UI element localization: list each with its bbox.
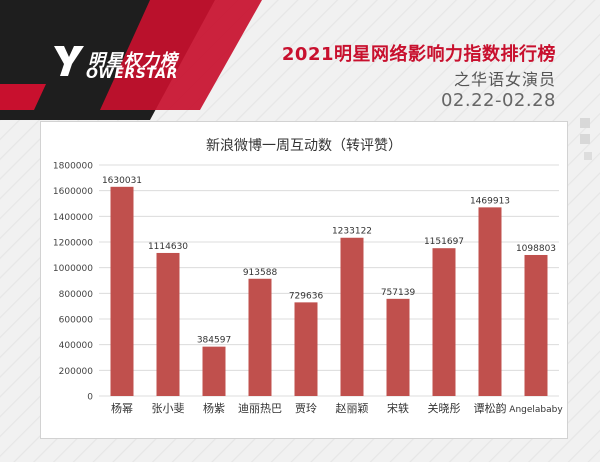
- data-label: 1469913: [470, 196, 510, 206]
- ranking-subtitle: 之华语女演员: [453, 70, 556, 89]
- chart-panel: 新浪微博一周互动数（转评赞） 0 200000 400000 600000 800000 1…: [40, 121, 568, 439]
- bar: [524, 254, 548, 396]
- x-tick-label: 张小斐: [152, 402, 185, 415]
- x-tick-label: 关晓彤: [428, 401, 461, 415]
- y-tick-label: 1000000: [53, 264, 93, 274]
- bar: [202, 346, 226, 396]
- ranking-title: 2021明星网络影响力指数排行榜: [281, 44, 556, 65]
- y-tick-label: 1200000: [53, 239, 93, 249]
- y-tick-label: 600000: [59, 316, 94, 326]
- x-tick-label: Angelababy: [509, 405, 563, 415]
- bar: [386, 298, 410, 396]
- logo-en-text: OWERSTAR: [86, 66, 178, 82]
- data-label: 729636: [289, 291, 324, 301]
- y-tick-label: 1800000: [53, 162, 93, 172]
- data-label: 1098803: [516, 244, 556, 254]
- bar: [248, 278, 272, 396]
- bar: [340, 237, 364, 396]
- bar: [156, 252, 180, 396]
- x-tick-label: 迪丽热巴: [238, 402, 282, 415]
- y-tick-label: 0: [87, 393, 93, 403]
- data-label: 1114630: [148, 242, 188, 252]
- bar: [432, 248, 456, 396]
- bar: [294, 302, 318, 396]
- deco-dots: [580, 118, 592, 160]
- x-tick-label: 赵丽颖: [336, 401, 369, 415]
- data-label: 384597: [197, 336, 231, 346]
- data-label: 757139: [381, 288, 416, 298]
- x-tick-label: 杨幂: [111, 401, 133, 415]
- data-label: 1233122: [332, 227, 372, 237]
- y-tick-label: 1600000: [53, 187, 93, 197]
- y-tick-label: 800000: [59, 290, 94, 300]
- x-tick-label: 谭松韵: [474, 401, 507, 415]
- brand-band: [0, 0, 262, 120]
- date-range: 02.22-02.28: [440, 90, 556, 111]
- bar: [110, 186, 134, 396]
- y-tick-label: 200000: [59, 367, 94, 377]
- bar-chart: 新浪微博一周互动数（转评赞） 0 200000 400000 600000 800000 1…: [53, 137, 563, 415]
- data-label: 913588: [243, 268, 278, 278]
- data-label: 1151697: [424, 237, 464, 247]
- x-tick-label: 贾玲: [295, 402, 317, 415]
- bar: [478, 207, 502, 396]
- logo-cn-text: 明星权力榜: [88, 51, 178, 71]
- x-tick-label: 杨紫: [203, 401, 225, 415]
- x-tick-label: 宋轶: [387, 401, 409, 415]
- y-tick-label: 1400000: [53, 213, 93, 223]
- y-tick-label: 400000: [59, 341, 94, 351]
- data-label: 1630031: [102, 176, 142, 186]
- chart-title: 新浪微博一周互动数（转评赞）: [206, 137, 402, 154]
- logo-y-mark: [54, 46, 84, 76]
